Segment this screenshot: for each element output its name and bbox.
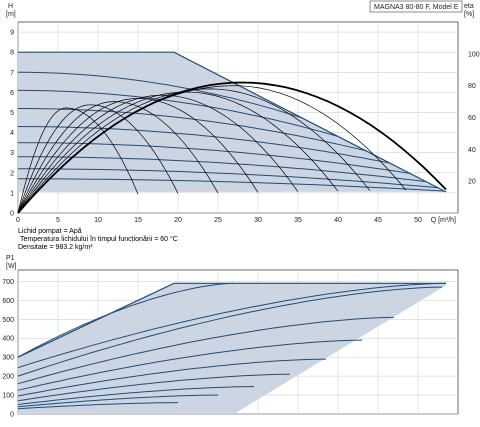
y-axis-label: P1 (6, 255, 15, 262)
efficiency-curve-9 (17, 107, 139, 214)
y-tick-label: 400 (2, 336, 14, 343)
power-chart: 0 100 200 300 400 500 600 700 P1[W] (2, 255, 459, 419)
x-tick-label: 30 (254, 217, 262, 224)
y-tick-label: 0 (10, 412, 14, 419)
y-tick-label: 0 (10, 211, 14, 218)
pump-curve-7 (18, 168, 439, 189)
pump-curve-5 (17, 142, 411, 174)
x-tick-label: 10 (94, 217, 102, 224)
y-tick-label: 300 (2, 355, 14, 362)
y-tick-label: 5 (10, 110, 14, 117)
chart-title: MAGNA3 80-80 F, Model E (374, 4, 459, 11)
power-curve-5 (17, 339, 363, 391)
x-tick-label: 50 (414, 217, 422, 224)
y2-tick-label: 100 (468, 51, 480, 58)
y-axis-label: H (8, 3, 13, 10)
max-curve (18, 51, 447, 193)
y2-tick-label: 20 (468, 179, 476, 186)
efficiency-curve-3 (17, 88, 371, 214)
x-tick-label: 15 (134, 217, 142, 224)
y2-tick-label: 40 (468, 147, 476, 154)
y-tick-label: 9 (10, 30, 14, 37)
y-tick-label: 1 (10, 190, 14, 197)
pump-curve-2 (18, 89, 339, 137)
y-axis-unit: [W] (6, 263, 17, 270)
head-chart: 0 5 10 15 20 25 30 35 40 45 5001234567892040608010… (6, 0, 480, 224)
x-tick-label: 20 (174, 217, 182, 224)
y-tick-label: 7 (10, 70, 14, 77)
density-label: Densitate = 983.2 kg/m³ (18, 244, 93, 251)
y-tick-label: 700 (2, 279, 14, 286)
x-axis-label: Q [m³/h] (431, 217, 456, 224)
power-curve-10 (17, 402, 178, 410)
y2-axis-unit: [%] (464, 11, 474, 18)
fluid-label: Lichid pompat = Apă (18, 228, 82, 235)
pump-curve-8 (18, 178, 445, 192)
temperature-label: Temperatura lichidului în timpul funcțio… (20, 236, 178, 243)
efficiency-curve-8 (17, 104, 179, 214)
efficiency-curve-2 (17, 85, 407, 214)
power-curve-1 (17, 282, 235, 358)
x-tick-label: 35 (294, 217, 302, 224)
y-tick-label: 6 (10, 90, 14, 97)
efficiency-curve-6 (17, 98, 259, 214)
y-tick-label: 3 (10, 150, 14, 157)
pump-curve-4 (17, 126, 391, 164)
power-curve-8 (17, 386, 255, 405)
power-curve-4 (17, 316, 395, 385)
operating-area (18, 283, 446, 414)
y2-tick-label: 80 (468, 83, 476, 90)
x-tick-label: 45 (374, 217, 382, 224)
y-tick-label: 4 (10, 130, 14, 137)
x-tick-label: 25 (214, 217, 222, 224)
y-axis-unit: [m] (6, 11, 16, 18)
x-tick-label: 40 (334, 217, 342, 224)
operating-area (18, 52, 446, 192)
power-curve-6 (17, 358, 327, 397)
y2-tick-label: 60 (468, 115, 476, 122)
y-tick-label: 2 (10, 170, 14, 177)
efficiency-curve-7 (17, 101, 219, 214)
x-tick-label: 5 (56, 217, 60, 224)
power-curve-7 (17, 373, 291, 402)
x-tick-label: 0 (16, 217, 20, 224)
y-tick-label: 100 (2, 393, 14, 400)
y-tick-label: 8 (10, 50, 14, 57)
power-curve-2 (17, 282, 447, 369)
y-tick-label: 600 (2, 298, 14, 305)
efficiency-curve-5 (17, 94, 299, 214)
power-curve-3 (17, 286, 443, 377)
pump-curve-1 (18, 71, 303, 119)
power-curve-9 (17, 394, 218, 408)
y2-axis-label: eta (464, 3, 474, 10)
title-box (369, 0, 463, 13)
pump-curve-6 (18, 156, 427, 183)
max-power-curve (17, 282, 446, 358)
y-tick-label: 500 (2, 317, 14, 324)
efficiency-curve-4 (17, 91, 339, 214)
y-tick-label: 200 (2, 374, 14, 381)
